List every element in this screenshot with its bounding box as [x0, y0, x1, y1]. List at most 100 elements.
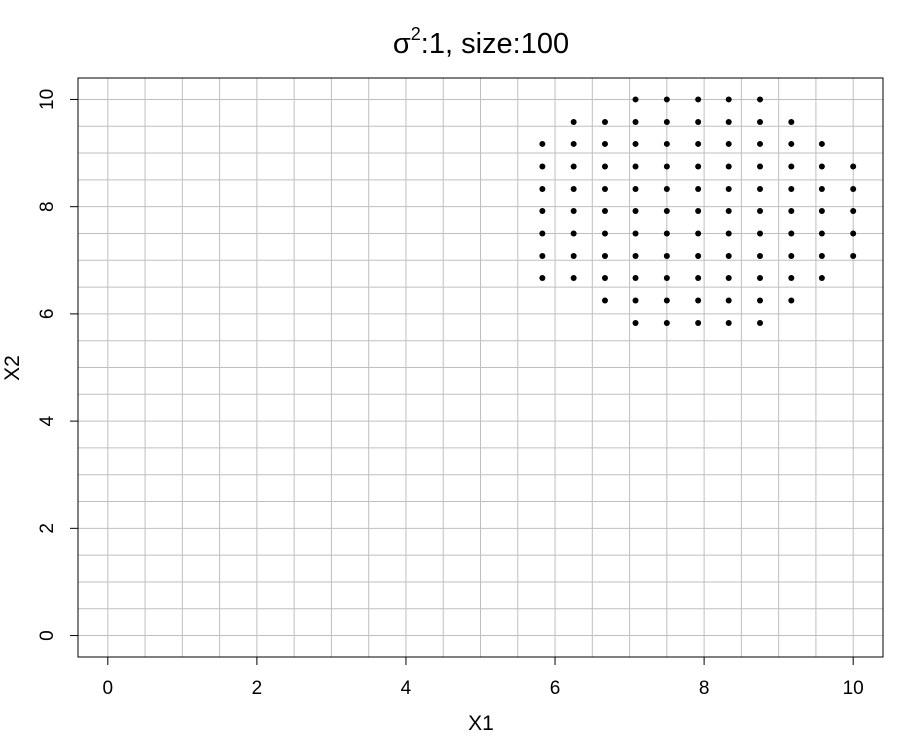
data-point — [663, 185, 670, 192]
data-point — [632, 274, 639, 281]
data-point — [632, 207, 639, 214]
data-point — [725, 230, 732, 237]
data-point — [757, 320, 764, 326]
data-point — [725, 320, 732, 326]
data-point — [570, 207, 577, 214]
data-point — [757, 118, 764, 125]
data-point — [632, 297, 639, 304]
data-point — [725, 297, 732, 304]
data-point — [788, 230, 795, 237]
data-point — [570, 118, 577, 125]
data-point — [695, 252, 702, 259]
data-point — [725, 274, 732, 281]
title-symbol: σ — [393, 28, 411, 60]
data-point — [601, 140, 608, 147]
data-point — [695, 96, 702, 103]
data-point — [663, 140, 670, 147]
data-point — [818, 140, 825, 147]
data-point — [601, 118, 608, 125]
data-point — [757, 274, 764, 281]
data-point — [695, 297, 702, 304]
data-point — [632, 118, 639, 125]
data-point — [788, 207, 795, 214]
data-point — [788, 118, 795, 125]
data-point — [632, 252, 639, 259]
data-point — [663, 118, 670, 125]
x-tick-label: 8 — [699, 678, 710, 699]
data-point — [725, 163, 732, 170]
data-point — [818, 163, 825, 170]
y-tick-label: 0 — [37, 630, 58, 641]
data-point — [539, 252, 546, 259]
data-point — [570, 140, 577, 147]
title-text-rest: :1, size:100 — [421, 28, 569, 60]
data-point — [601, 230, 608, 237]
x-tick-label: 10 — [843, 678, 864, 699]
data-point — [788, 185, 795, 192]
data-point — [757, 163, 764, 170]
data-point — [663, 252, 670, 259]
data-point — [757, 230, 764, 237]
grid-lines — [78, 78, 883, 657]
data-point — [695, 163, 702, 170]
data-point — [850, 207, 857, 214]
data-point — [818, 274, 825, 281]
data-point — [663, 320, 670, 326]
data-point — [850, 185, 857, 192]
x-axis-ticks: 0 2 4 6 8 10 — [103, 657, 864, 699]
y-tick-label: 8 — [37, 201, 58, 212]
data-point — [570, 252, 577, 259]
data-point — [788, 140, 795, 147]
data-point — [601, 274, 608, 281]
data-point — [725, 118, 732, 125]
data-point — [539, 207, 546, 214]
data-point — [601, 185, 608, 192]
data-point — [539, 230, 546, 237]
data-point — [818, 230, 825, 237]
x-tick-label: 0 — [103, 678, 114, 699]
data-point — [601, 252, 608, 259]
data-point — [695, 274, 702, 281]
data-point — [695, 320, 702, 326]
data-point — [725, 96, 732, 103]
data-point — [539, 274, 546, 281]
data-point — [570, 274, 577, 281]
data-point — [725, 252, 732, 259]
data-point — [632, 230, 639, 237]
x-tick-label: 2 — [252, 678, 263, 699]
data-point — [695, 118, 702, 125]
data-point — [757, 96, 764, 103]
data-point — [539, 185, 546, 192]
data-point — [663, 96, 670, 103]
data-point — [695, 140, 702, 147]
data-point — [788, 163, 795, 170]
data-point — [539, 140, 546, 147]
data-point — [663, 274, 670, 281]
x-tick-label: 6 — [550, 678, 561, 699]
data-point — [601, 163, 608, 170]
data-point — [695, 230, 702, 237]
x-axis-label: X1 — [468, 712, 494, 735]
data-point — [695, 207, 702, 214]
data-point — [725, 207, 732, 214]
data-point — [725, 140, 732, 147]
y-tick-label: 10 — [37, 89, 58, 110]
data-point — [632, 140, 639, 147]
y-axis-ticks: 0 2 4 6 8 10 — [37, 89, 78, 641]
data-point — [632, 320, 639, 326]
data-point — [663, 207, 670, 214]
data-point — [788, 274, 795, 281]
data-point — [601, 207, 608, 214]
data-point — [788, 297, 795, 304]
data-point — [757, 140, 764, 147]
data-point — [757, 207, 764, 214]
data-point — [570, 163, 577, 170]
y-tick-label: 4 — [37, 415, 58, 426]
y-axis-label: X2 — [1, 355, 24, 381]
data-point — [757, 185, 764, 192]
x-tick-label: 4 — [401, 678, 412, 699]
y-tick-label: 2 — [37, 523, 58, 534]
data-point — [570, 185, 577, 192]
title-superscript: 2 — [411, 24, 421, 44]
data-point — [818, 207, 825, 214]
